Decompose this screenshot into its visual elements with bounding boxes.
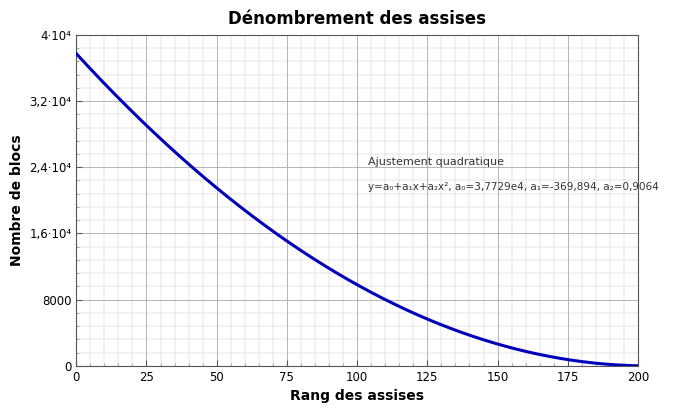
X-axis label: Rang des assises: Rang des assises bbox=[290, 389, 424, 403]
Title: Dénombrement des assises: Dénombrement des assises bbox=[228, 10, 486, 28]
Text: y=a₀+a₁x+a₂x², a₀=3,7729e4, a₁=-369,894, a₂=0,9064: y=a₀+a₁x+a₂x², a₀=3,7729e4, a₁=-369,894,… bbox=[369, 182, 659, 192]
Text: Ajustement quadratique: Ajustement quadratique bbox=[369, 157, 504, 167]
Y-axis label: Nombre de blocs: Nombre de blocs bbox=[10, 135, 24, 266]
